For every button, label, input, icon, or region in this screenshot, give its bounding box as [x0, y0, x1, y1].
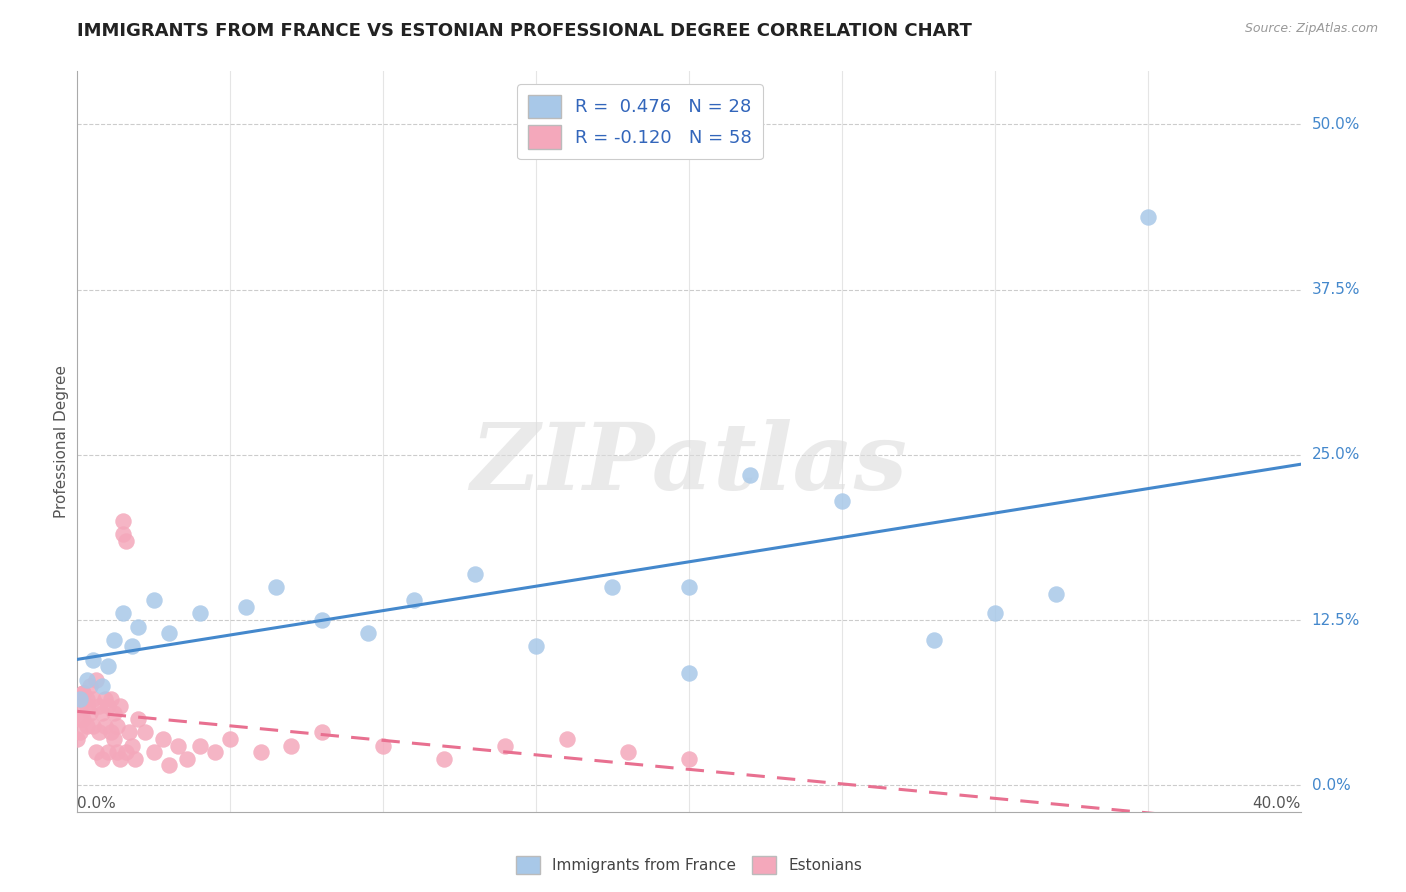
Point: [121, 739, 143, 753]
Point: [97, 745, 120, 759]
Point: [82, 692, 104, 706]
Point: [280, 739, 302, 753]
Text: 12.5%: 12.5%: [1312, 613, 1360, 627]
Y-axis label: Professional Degree: Professional Degree: [53, 365, 69, 518]
Point: [112, 514, 135, 528]
Point: [79, 706, 101, 720]
Point: [79, 679, 101, 693]
Point: [94, 719, 117, 733]
Point: [72, 686, 94, 700]
Point: [142, 745, 165, 759]
Point: [66, 731, 89, 746]
Point: [72, 686, 94, 700]
Point: [118, 725, 141, 739]
Legend: R =  0.476   N = 28, R = -0.120   N = 58: R = 0.476 N = 28, R = -0.120 N = 58: [517, 84, 762, 160]
Point: [176, 752, 198, 766]
Point: [188, 607, 211, 621]
Text: 0.0%: 0.0%: [77, 796, 117, 811]
Point: [108, 698, 131, 713]
Point: [103, 731, 125, 746]
Point: [250, 745, 273, 759]
Point: [69, 698, 91, 713]
Point: [188, 739, 211, 753]
Point: [831, 494, 853, 508]
Point: [94, 692, 117, 706]
Point: [87, 698, 110, 713]
Point: [84, 673, 107, 687]
Point: [134, 725, 156, 739]
Point: [112, 607, 135, 621]
Point: [121, 640, 143, 654]
Point: [127, 712, 149, 726]
Point: [371, 739, 394, 753]
Point: [72, 712, 94, 726]
Text: Source: ZipAtlas.com: Source: ZipAtlas.com: [1244, 22, 1378, 36]
Point: [157, 626, 180, 640]
Point: [69, 725, 91, 739]
Text: 0.0%: 0.0%: [1312, 778, 1350, 793]
Point: [76, 719, 98, 733]
Point: [740, 467, 762, 482]
Point: [1045, 586, 1067, 600]
Point: [115, 533, 138, 548]
Point: [555, 731, 578, 746]
Point: [69, 692, 91, 706]
Point: [105, 745, 128, 759]
Point: [100, 725, 122, 739]
Point: [112, 527, 135, 541]
Point: [678, 665, 700, 680]
Point: [357, 626, 380, 640]
Point: [219, 731, 242, 746]
Point: [602, 580, 624, 594]
Point: [127, 619, 149, 633]
Point: [495, 739, 517, 753]
Point: [69, 712, 91, 726]
Text: 50.0%: 50.0%: [1312, 117, 1360, 132]
Point: [167, 739, 190, 753]
Text: 37.5%: 37.5%: [1312, 282, 1360, 297]
Point: [617, 745, 640, 759]
Point: [90, 679, 112, 693]
Point: [984, 607, 1007, 621]
Point: [97, 659, 120, 673]
Point: [464, 566, 486, 581]
Point: [90, 752, 112, 766]
Text: 25.0%: 25.0%: [1312, 447, 1360, 462]
Point: [76, 692, 98, 706]
Point: [678, 752, 700, 766]
Text: ZIPatlas: ZIPatlas: [471, 418, 907, 508]
Point: [87, 725, 110, 739]
Point: [103, 632, 125, 647]
Point: [922, 632, 945, 647]
Point: [103, 706, 125, 720]
Point: [76, 698, 98, 713]
Point: [142, 593, 165, 607]
Text: 40.0%: 40.0%: [1253, 796, 1301, 811]
Point: [264, 580, 287, 594]
Legend: Immigrants from France, Estonians: Immigrants from France, Estonians: [509, 850, 869, 880]
Point: [152, 731, 174, 746]
Point: [84, 745, 107, 759]
Point: [100, 692, 122, 706]
Point: [108, 752, 131, 766]
Point: [82, 653, 104, 667]
Point: [90, 706, 112, 720]
Point: [76, 673, 98, 687]
Point: [115, 745, 138, 759]
Point: [678, 580, 700, 594]
Point: [402, 593, 425, 607]
Point: [524, 640, 547, 654]
Point: [157, 758, 180, 772]
Point: [433, 752, 456, 766]
Text: IMMIGRANTS FROM FRANCE VS ESTONIAN PROFESSIONAL DEGREE CORRELATION CHART: IMMIGRANTS FROM FRANCE VS ESTONIAN PROFE…: [77, 22, 972, 40]
Point: [311, 613, 333, 627]
Point: [97, 698, 120, 713]
Point: [82, 719, 104, 733]
Point: [1136, 210, 1159, 224]
Point: [204, 745, 226, 759]
Point: [105, 719, 128, 733]
Point: [235, 599, 257, 614]
Point: [124, 752, 146, 766]
Point: [311, 725, 333, 739]
